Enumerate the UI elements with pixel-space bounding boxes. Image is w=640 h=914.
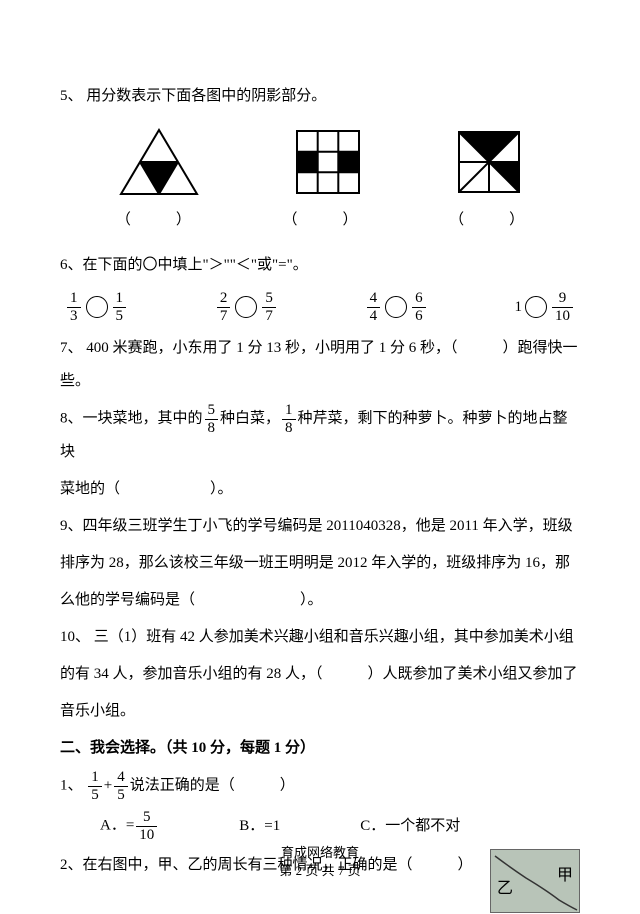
compare-circle[interactable] [385, 296, 407, 318]
s2q1-options: A．=510 B．=1 C．一个都不对 [60, 809, 580, 843]
compare-circle[interactable] [525, 296, 547, 318]
compare-circle[interactable] [86, 296, 108, 318]
square-shape [457, 130, 521, 194]
grid-shape [296, 130, 360, 194]
compare-item: 1 910 [514, 290, 575, 324]
q8-line2: 菜地的（ ）。 [60, 473, 580, 506]
triangle-shape [119, 128, 199, 196]
compare-circle[interactable] [235, 296, 257, 318]
page-footer: 育成网络教育 第 2 页 共 7 页 [0, 844, 640, 880]
footer-line2: 第 2 页 共 7 页 [0, 862, 640, 880]
compare-item: 27 57 [215, 290, 278, 324]
option-b: B．=1 [239, 810, 280, 843]
q8-line1: 8、一块菜地，其中的58种白菜，18种芹菜，剩下的种萝卜。种萝卜的地占整块 [60, 402, 580, 469]
s2q1-stem: 1、 15+45说法正确的是（ ） [60, 769, 580, 803]
q9-l3: 么他的学号编码是（ ）。 [60, 584, 580, 617]
option-a: A．=510 [100, 809, 159, 843]
q10-l1: 10、 三（1）班有 42 人参加美术兴趣小组和音乐兴趣小组，其中参加美术小组 [60, 621, 580, 654]
q10-l2: 的有 34 人，参加音乐小组的有 28 人，（ ）人既参加了美术小组又参加了 [60, 658, 580, 691]
q5-parens-row: （ ） （ ） （ ） [60, 204, 580, 237]
q9-l2: 排序为 28，那么该校三年级一班王明明是 2012 年入学的，班级排序为 16，… [60, 547, 580, 580]
q9-l1: 9、四年级三班学生丁小飞的学号编码是 2011040328，他是 2011 年入… [60, 510, 580, 543]
q7-text: 7、 400 米赛跑，小东用了 1 分 13 秒，小明用了 1 分 6 秒，（ … [60, 332, 580, 398]
paren-blank: （ ） [449, 204, 524, 237]
q6-label: 6、在下面的〇中填上"＞""＜"或"="。 [60, 249, 580, 282]
paren-blank: （ ） [282, 204, 357, 237]
section2-title: 二、我会选择。（共 10 分，每题 1 分） [60, 732, 580, 765]
q10-l3: 音乐小组。 [60, 695, 580, 728]
q5-label: 5、 用分数表示下面各图中的阴影部分。 [60, 80, 580, 113]
option-c: C．一个都不对 [360, 810, 460, 843]
q5-shapes [60, 128, 580, 196]
compare-item: 44 66 [365, 290, 428, 324]
q6-compare-row: 13 15 27 57 44 66 1 910 [60, 290, 580, 324]
compare-item: 13 15 [65, 290, 128, 324]
paren-blank: （ ） [116, 204, 191, 237]
footer-line1: 育成网络教育 [0, 844, 640, 862]
